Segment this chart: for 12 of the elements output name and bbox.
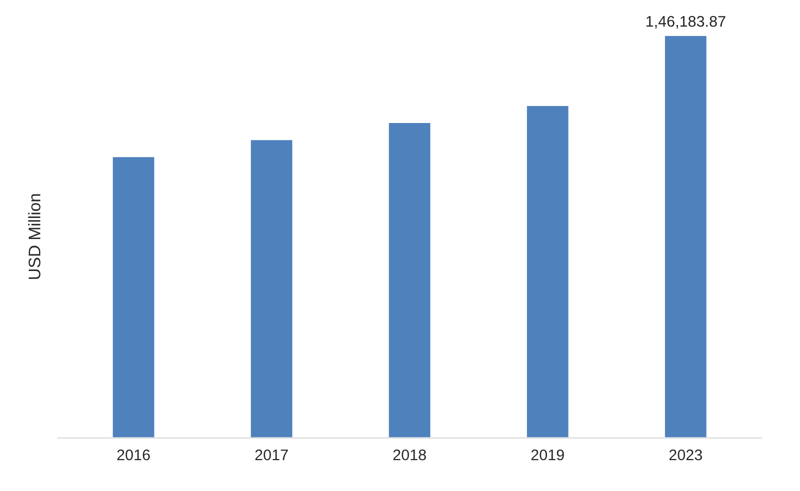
bar bbox=[249, 138, 294, 438]
bar bbox=[388, 122, 432, 438]
x-tick-label: 2017 bbox=[255, 449, 288, 460]
x-tick-label: 2023 bbox=[669, 449, 702, 460]
bar bbox=[111, 156, 156, 438]
x-tick-label: 2019 bbox=[531, 449, 564, 460]
data-label: 1,46,183.87 bbox=[646, 16, 726, 29]
bar bbox=[664, 35, 708, 438]
x-tick-label: 2018 bbox=[393, 449, 426, 460]
x-tick-label: 2016 bbox=[117, 449, 150, 460]
y-axis-title: USD Million bbox=[28, 194, 40, 279]
bar bbox=[526, 104, 570, 438]
